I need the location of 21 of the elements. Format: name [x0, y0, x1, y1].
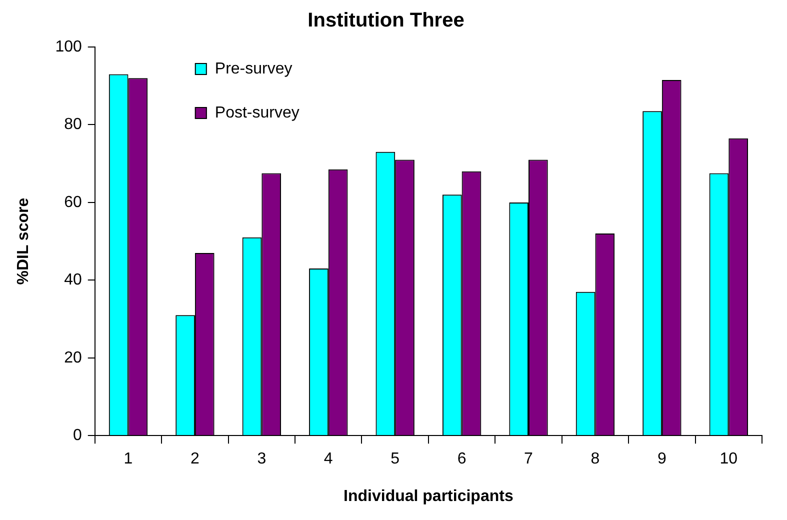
y-tick-label: 100: [55, 38, 82, 56]
x-tick-label: 5: [390, 450, 400, 468]
x-tick-label: 7: [524, 450, 534, 468]
x-tick-label: 6: [457, 450, 466, 468]
y-tick-label: 60: [64, 194, 82, 211]
x-axis-title: Individual participants: [344, 488, 514, 505]
y-axis-title: %DIL score: [15, 198, 32, 285]
x-tick-label: 9: [657, 450, 666, 468]
y-tick-label: 20: [64, 349, 82, 366]
y-tick-label: 40: [64, 272, 82, 289]
x-tick-label: 3: [257, 450, 266, 468]
y-tick-label: 0: [72, 427, 82, 444]
legend-label: Post-survey: [214, 104, 300, 122]
x-tick-label: 2: [190, 450, 200, 468]
x-tick-label: 1: [124, 450, 133, 468]
y-tick-label: 80: [64, 116, 82, 134]
x-tick-label: 10: [720, 450, 738, 468]
x-tick-label: 8: [590, 450, 600, 468]
legend-label: Pre-survey: [214, 60, 292, 78]
chart-title: Institution Three: [308, 10, 464, 32]
x-tick-label: 4: [324, 450, 333, 468]
